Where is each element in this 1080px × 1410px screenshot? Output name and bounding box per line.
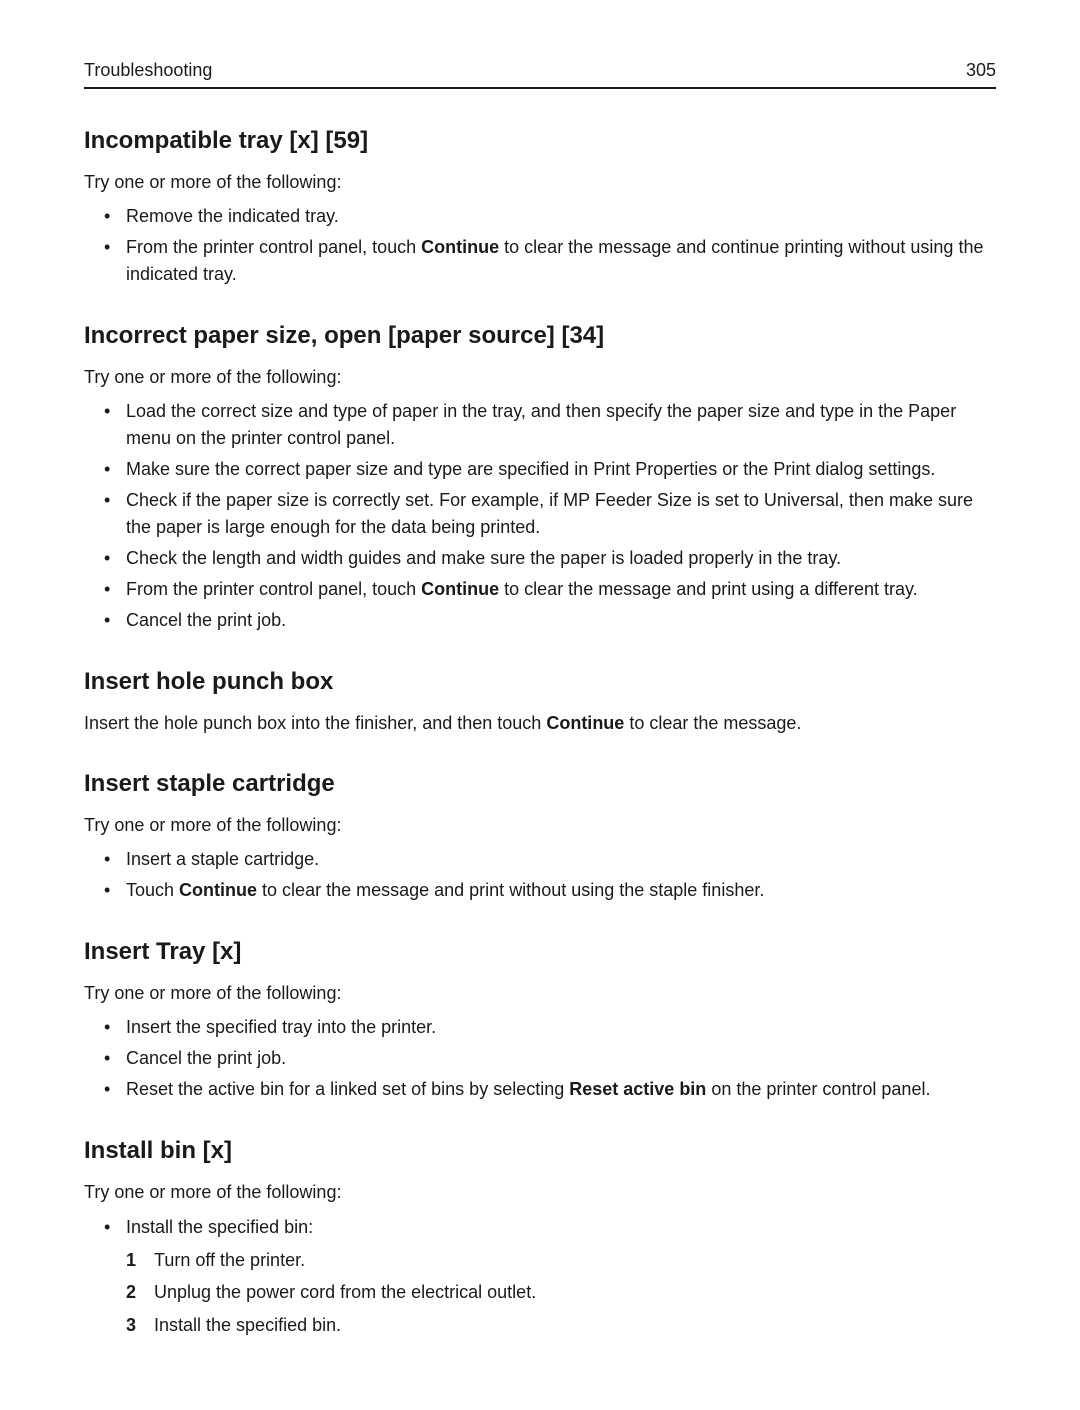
bullet-item: Check if the paper size is correctly set… xyxy=(84,487,996,541)
bullet-item: Insert a staple cartridge. xyxy=(84,846,996,873)
bullet-item: Insert the specified tray into the print… xyxy=(84,1014,996,1041)
section-intro: Try one or more of the following: xyxy=(84,812,996,838)
numbered-step: Turn off the printer. xyxy=(126,1245,996,1276)
numbered-step: Unplug the power cord from the electrica… xyxy=(126,1277,996,1308)
bullet-text: Install the specified bin: xyxy=(126,1217,313,1237)
section-title: Install bin [x] xyxy=(84,1137,996,1165)
header-section-name: Troubleshooting xyxy=(84,60,212,81)
bullet-item: Touch Continue to clear the message and … xyxy=(84,877,996,904)
numbered-steps: Turn off the printer. Unplug the power c… xyxy=(126,1245,996,1341)
header-page-number: 305 xyxy=(966,60,996,81)
bullet-item: From the printer control panel, touch Co… xyxy=(84,576,996,603)
bullet-list: Insert the specified tray into the print… xyxy=(84,1014,996,1103)
bullet-list: Load the correct size and type of paper … xyxy=(84,398,996,634)
bullet-item: Install the specified bin: Turn off the … xyxy=(84,1214,996,1341)
numbered-step: Install the specified bin. xyxy=(126,1310,996,1341)
bullet-item: Reset the active bin for a linked set of… xyxy=(84,1076,996,1103)
bullet-list: Insert a staple cartridge. Touch Continu… xyxy=(84,846,996,904)
page-header: Troubleshooting 305 xyxy=(84,60,996,89)
bullet-item: Cancel the print job. xyxy=(84,1045,996,1072)
section-intro: Try one or more of the following: xyxy=(84,169,996,195)
bullet-item: Check the length and width guides and ma… xyxy=(84,545,996,572)
bullet-item: Cancel the print job. xyxy=(84,607,996,634)
bullet-item: From the printer control panel, touch Co… xyxy=(84,234,996,288)
bullet-item: Load the correct size and type of paper … xyxy=(84,398,996,452)
bullet-list: Remove the indicated tray. From the prin… xyxy=(84,203,996,288)
section-title: Incompatible tray [x] [59] xyxy=(84,127,996,155)
bullet-item: Make sure the correct paper size and typ… xyxy=(84,456,996,483)
section-intro: Try one or more of the following: xyxy=(84,1179,996,1205)
section-intro: Try one or more of the following: xyxy=(84,980,996,1006)
section-title: Insert hole punch box xyxy=(84,668,996,696)
section-title: Insert staple cartridge xyxy=(84,770,996,798)
manual-page: Troubleshooting 305 Incompatible tray [x… xyxy=(0,0,1080,1410)
section-title: Incorrect paper size, open [paper source… xyxy=(84,322,996,350)
section-intro: Try one or more of the following: xyxy=(84,364,996,390)
section-title: Insert Tray [x] xyxy=(84,938,996,966)
bullet-item: Remove the indicated tray. xyxy=(84,203,996,230)
bullet-list: Install the specified bin: Turn off the … xyxy=(84,1214,996,1341)
section-body: Insert the hole punch box into the finis… xyxy=(84,710,996,736)
